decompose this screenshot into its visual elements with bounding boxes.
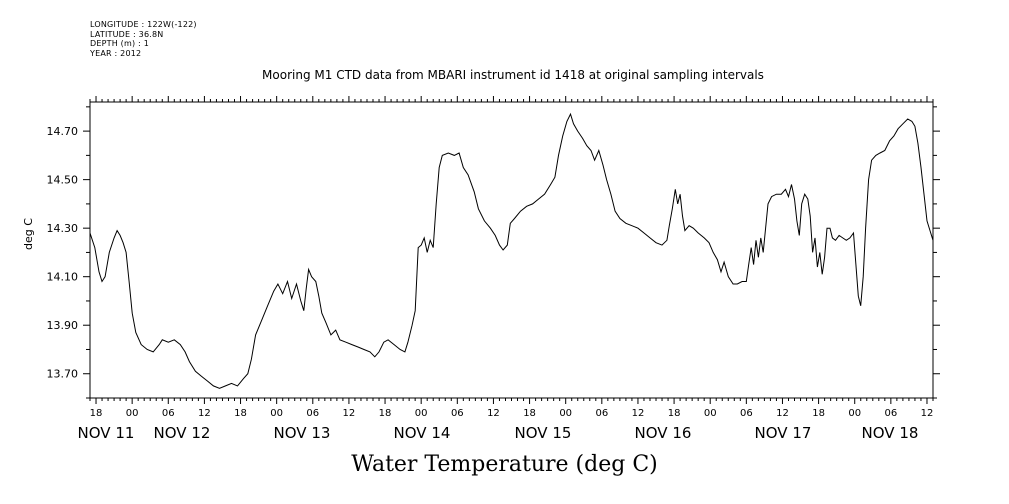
plot-frame — [89, 101, 934, 399]
x-tick-label: 06 — [740, 408, 753, 419]
x-tick-label: 18 — [379, 408, 392, 419]
latitude-text: LATITUDE : 36.8N — [90, 29, 164, 39]
x-tick-label: 18 — [234, 408, 247, 419]
x-tick-label: 06 — [884, 408, 897, 419]
y-tick-label: 14.30 — [47, 222, 79, 235]
date-label: NOV 11 — [78, 424, 135, 442]
depth-text: DEPTH (m) : 1 — [90, 39, 149, 48]
axis-ticks — [83, 96, 940, 404]
x-axis-label: Water Temperature (deg C) — [351, 452, 658, 477]
x-tick-label: 12 — [776, 408, 789, 419]
x-tick-label: 06 — [451, 408, 464, 419]
chart-title: Mooring M1 CTD data from MBARI instrumen… — [262, 68, 764, 82]
year-text: YEAR : 2012 — [90, 48, 142, 58]
x-tick-label: 12 — [198, 408, 211, 419]
x-tick-label: 00 — [559, 408, 572, 419]
x-tick-label: 06 — [306, 408, 319, 419]
date-label: NOV 17 — [755, 424, 812, 442]
axis-tick-labels: 18 00 06 12 18 00 06 12 18 00 06 12 18 00 06 12 18 00 06 12… — [47, 125, 934, 442]
date-label: NOV 12 — [154, 424, 211, 442]
y-tick-label: 14.10 — [47, 271, 79, 284]
x-tick-label: 06 — [162, 408, 175, 419]
x-tick-label: 00 — [126, 408, 139, 419]
x-tick-label: 00 — [704, 408, 717, 419]
x-tick-label: 12 — [632, 408, 645, 419]
x-tick-label: 00 — [848, 408, 861, 419]
date-label: NOV 13 — [274, 424, 331, 442]
date-label: NOV 18 — [862, 424, 919, 442]
y-tick-label: 14.70 — [47, 125, 79, 138]
x-tick-label: 00 — [270, 408, 283, 419]
y-tick-label: 13.70 — [47, 368, 79, 381]
series-group — [89, 112, 934, 389]
longitude-text: LONGITUDE : 122W(-122) — [90, 20, 197, 29]
x-tick-label: 12 — [921, 408, 934, 419]
x-tick-label: 12 — [343, 408, 356, 419]
x-tick-label: 12 — [487, 408, 500, 419]
x-tick-label: 00 — [415, 408, 428, 419]
series-line-0 — [89, 112, 934, 389]
x-tick-label: 18 — [523, 408, 536, 419]
date-label: NOV 15 — [515, 424, 572, 442]
date-label: NOV 14 — [394, 424, 451, 442]
date-label: NOV 16 — [635, 424, 692, 442]
x-tick-label: 18 — [668, 408, 681, 419]
x-tick-label: 06 — [595, 408, 608, 419]
x-tick-label: 18 — [90, 408, 103, 419]
metadata-block: LONGITUDE : 122W(-122) LATITUDE : 36.8N … — [90, 20, 197, 58]
y-tick-label: 14.50 — [47, 174, 79, 187]
y-tick-label: 13.90 — [47, 319, 79, 332]
x-tick-label: 18 — [812, 408, 825, 419]
